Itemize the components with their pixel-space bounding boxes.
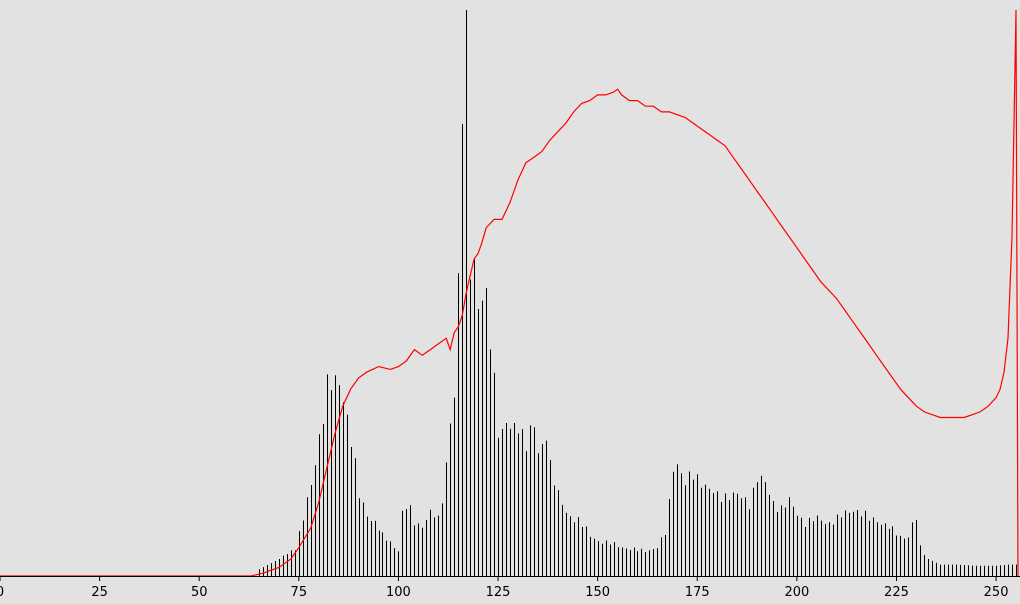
x-tick-label: 200	[784, 585, 809, 600]
x-tick-label: 225	[884, 585, 909, 600]
x-tick-label: 250	[984, 585, 1009, 600]
x-tick-label: 75	[291, 585, 308, 600]
x-tick-label: 175	[685, 585, 710, 600]
x-tick-label: 25	[91, 585, 108, 600]
x-tick-label: 100	[386, 585, 411, 600]
x-tick-label: 125	[486, 585, 511, 600]
histogram-bars	[259, 10, 1017, 576]
x-tick-label: 50	[191, 585, 208, 600]
x-axis-ticks: 0 25 50 75 100 125 150 175 200 225 250	[0, 576, 1008, 600]
cumulative-curve	[0, 9, 1019, 577]
x-tick-label: 0	[0, 585, 4, 600]
x-tick-label: 150	[585, 585, 610, 600]
